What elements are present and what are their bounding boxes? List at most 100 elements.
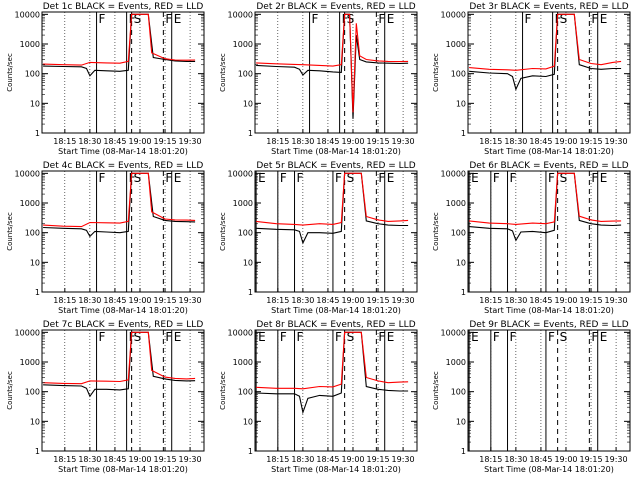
event-marker-label: F <box>280 171 287 185</box>
y-tick-label: 1 <box>35 447 40 456</box>
x-tick-label: 18:15 <box>53 455 76 464</box>
x-tick-label: 19:00 <box>341 296 364 305</box>
x-tick-label: 18:15 <box>53 137 76 146</box>
series-events-line <box>43 331 196 398</box>
y-tick-label: 1 <box>35 288 40 297</box>
event-marker-label: F <box>493 171 500 185</box>
x-tick-label: 19:00 <box>128 455 151 464</box>
x-tick-label: 18:15 <box>479 137 502 146</box>
y-tick-label: 10 <box>243 417 253 426</box>
y-tick-label: 1000 <box>20 199 40 208</box>
x-tick-label: 18:30 <box>504 137 527 146</box>
x-tick-label: 18:45 <box>103 137 126 146</box>
plot-frame <box>254 170 418 293</box>
x-tick-label: 19:15 <box>366 137 389 146</box>
x-tick-label: 18:30 <box>78 455 101 464</box>
x-tick-label: 19:00 <box>341 455 364 464</box>
series-lld-line <box>469 172 622 225</box>
x-tick-label: 18:45 <box>316 296 339 305</box>
y-axis-label: Counts/sec <box>6 53 14 92</box>
y-tick-label: 1 <box>461 129 466 138</box>
event-marker-label: S <box>134 171 142 185</box>
x-tick-label: 19:15 <box>579 137 602 146</box>
x-axis-label: Start Time (08-Mar-14 18:01:20) <box>58 306 188 315</box>
y-tick-label: 10000 <box>228 169 253 178</box>
event-marker-label: S <box>134 12 142 26</box>
event-marker-label: E <box>471 330 479 344</box>
y-tick-label: 1000 <box>446 358 466 367</box>
x-tick-label: 19:15 <box>153 137 176 146</box>
x-tick-label: 19:15 <box>366 455 389 464</box>
x-tick-label: 18:15 <box>266 296 289 305</box>
event-marker-label: F <box>378 330 385 344</box>
y-axis-label: Counts/sec <box>6 371 14 410</box>
plot-area: F FS F E <box>43 330 196 451</box>
event-marker-label: E <box>258 171 266 185</box>
x-tick-label: 19:30 <box>392 455 415 464</box>
event-marker-label: F <box>99 171 106 185</box>
event-marker-label: E <box>387 12 395 26</box>
x-tick-label: 19:00 <box>128 137 151 146</box>
series-lld-line <box>43 331 196 385</box>
x-axis-label: Start Time (08-Mar-14 18:01:20) <box>484 147 614 156</box>
plot-frame <box>254 329 418 452</box>
series-events-line <box>43 13 196 77</box>
x-axis-label: Start Time (08-Mar-14 18:01:20) <box>58 465 188 474</box>
event-marker-label: F <box>510 171 517 185</box>
event-marker-label: S <box>560 171 568 185</box>
y-tick-label: 1 <box>248 288 253 297</box>
y-tick-label: 10000 <box>228 10 253 19</box>
y-tick-label: 1000 <box>233 199 253 208</box>
y-axis-label: Counts/sec <box>432 371 440 410</box>
y-tick-label: 10 <box>30 258 40 267</box>
x-tick-label: 19:30 <box>605 455 628 464</box>
y-tick-label: 100 <box>238 229 253 238</box>
y-tick-label: 100 <box>451 229 466 238</box>
panel-title: Det 2r BLACK = Events, RED = LLD <box>256 2 415 12</box>
x-axis-label: Start Time (08-Mar-14 18:01:20) <box>58 147 188 156</box>
x-axis-label: Start Time (08-Mar-14 18:01:20) <box>271 147 401 156</box>
y-tick-label: 10 <box>30 417 40 426</box>
y-axis-label: Counts/sec <box>432 53 440 92</box>
x-tick-label: 19:30 <box>392 296 415 305</box>
y-tick-label: 10 <box>30 99 40 108</box>
event-marker-label: E <box>387 171 395 185</box>
event-marker-label: F <box>555 12 562 26</box>
x-tick-label: 18:45 <box>529 137 552 146</box>
plot-area: F FS F E <box>469 12 622 133</box>
y-tick-label: 1 <box>461 447 466 456</box>
x-tick-label: 18:15 <box>266 137 289 146</box>
x-tick-label: 18:15 <box>479 455 502 464</box>
series-lld-line <box>256 172 409 226</box>
event-marker-label: F <box>129 12 136 26</box>
event-marker-label: F <box>312 12 319 26</box>
y-axis-label: Counts/sec <box>219 212 227 251</box>
event-marker-label: S <box>347 12 355 26</box>
event-marker-label: F <box>378 12 385 26</box>
event-marker-label: F <box>297 330 304 344</box>
x-tick-label: 18:30 <box>78 296 101 305</box>
x-tick-label: 18:30 <box>291 455 314 464</box>
event-marker-label: F <box>99 12 106 26</box>
series-events-line <box>256 331 409 415</box>
event-marker-label: F <box>335 330 342 344</box>
event-marker-label: E <box>471 171 479 185</box>
y-tick-label: 1000 <box>446 40 466 49</box>
x-axis-label: Start Time (08-Mar-14 18:01:20) <box>484 465 614 474</box>
series-events-line <box>43 172 196 238</box>
x-tick-label: 18:30 <box>291 137 314 146</box>
y-tick-label: 100 <box>451 70 466 79</box>
event-marker-label: F <box>493 330 500 344</box>
series-events-line <box>256 172 409 245</box>
event-marker-label: F <box>591 12 598 26</box>
x-axis-label: Start Time (08-Mar-14 18:01:20) <box>271 465 401 474</box>
event-marker-label: F <box>591 330 598 344</box>
y-axis-label: Counts/sec <box>432 212 440 251</box>
plot-frame <box>41 11 205 134</box>
